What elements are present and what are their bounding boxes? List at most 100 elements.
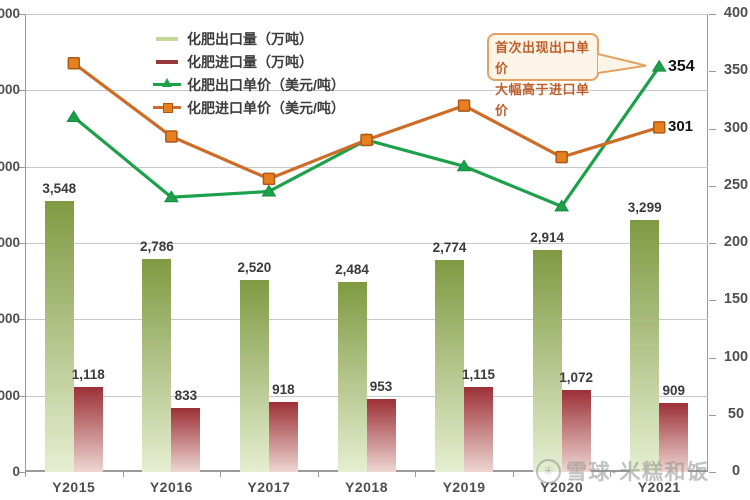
import-volume-bar[interactable] (73, 386, 103, 472)
left-axis-tick (18, 166, 25, 168)
left-axis-label: 1,000 (0, 387, 20, 403)
annotation-line-2: 大幅高于进口单价 (495, 82, 590, 118)
export-price-swatch-line (153, 78, 181, 87)
import-price-swatch-line (153, 102, 181, 113)
left-axis-label: 0 (12, 464, 20, 479)
export-volume-value-label: 2,774 (432, 240, 467, 256)
export-volume-value-label: 2,484 (335, 262, 369, 278)
left-axis-label: 4,000 (0, 158, 20, 174)
right-axis-label: 200 (723, 234, 749, 250)
right-axis-label: 100 (723, 348, 749, 365)
left-axis-tick (18, 395, 25, 397)
export-volume-value-label: 3,548 (42, 181, 77, 197)
import-volume-value-label: 909 (662, 382, 685, 398)
left-axis-label: 3,000 (0, 235, 20, 250)
legend-item-export-price[interactable]: 化肥出口单价（美元/吨） (152, 73, 345, 96)
left-axis-label: 6,000 (0, 6, 20, 21)
export-volume-value-label: 3,299 (627, 200, 662, 216)
chart-legend: 化肥出口量（万吨） 化肥进口量（万吨） 化肥出口单价（美元/吨） 化肥进口单价（美元/… (152, 27, 345, 119)
export-volume-bar[interactable] (44, 201, 74, 472)
legend-item-export-volume[interactable]: 化肥出口量（万吨） (152, 27, 345, 50)
import-volume-bar[interactable] (659, 402, 689, 472)
import-volume-bar[interactable] (561, 390, 591, 472)
right-axis-label: 50 (727, 405, 745, 422)
export-volume-swatch-line (156, 36, 178, 41)
x-axis-label-y2017: Y2017 (247, 479, 291, 495)
gridline[interactable] (26, 395, 708, 397)
x-axis-label-y2015: Y2015 (52, 479, 96, 495)
right-axis-tick (709, 357, 716, 359)
export-volume-legend-swatch (152, 36, 182, 41)
export-volume-bar[interactable] (630, 220, 660, 472)
right-axis-label: 0 (731, 463, 741, 479)
export-volume-legend-label: 化肥出口量（万吨） (187, 30, 313, 47)
x-axis-label-y2021: Y2021 (637, 479, 681, 495)
export-volume-value-label: 2,520 (237, 259, 272, 275)
x-axis-tick (512, 472, 514, 477)
right-axis-tick (709, 71, 716, 73)
x-axis-label-y2018: Y2018 (345, 479, 388, 495)
gridline[interactable] (26, 243, 708, 244)
export-volume-bar[interactable] (435, 260, 465, 472)
watermark-text: 雪球·米糕和饭 (566, 461, 710, 484)
import-volume-legend-label: 化肥进口量（万吨） (187, 53, 313, 70)
import-price-legend-swatch (152, 102, 182, 113)
import-volume-value-label: 833 (174, 388, 198, 404)
gridline[interactable] (26, 166, 708, 168)
right-axis-tick (709, 300, 716, 302)
right-axis-tick (709, 14, 716, 15)
legend-item-import-volume[interactable]: 化肥进口量（万吨） (152, 50, 345, 73)
import-volume-value-label: 918 (272, 381, 295, 397)
right-axis-tick (709, 185, 716, 187)
import-volume-value-label: 1,118 (71, 366, 105, 382)
x-axis-tick (122, 472, 124, 477)
right-axis-label: 350 (723, 62, 749, 79)
x-axis-tick (317, 472, 319, 477)
import-price-legend-label: 化肥进口单价（美元/吨） (187, 99, 345, 116)
triangle-marker-icon (162, 78, 172, 87)
import-volume-swatch-line (156, 59, 178, 64)
gridline[interactable] (26, 90, 708, 92)
watermark: ✳ 雪球·米糕和饭 (536, 456, 710, 486)
x-axis-tick (220, 472, 222, 477)
export-price-legend-label: 化肥出口单价（美元/吨） (187, 76, 345, 93)
legend-item-import-price[interactable]: 化肥进口单价（美元/吨） (152, 96, 345, 119)
export-volume-bar[interactable] (337, 282, 367, 472)
import-volume-bar[interactable] (464, 386, 494, 472)
snowball-icon: ✳ (536, 458, 561, 484)
right-axis-tick (709, 472, 716, 473)
right-axis-label: 400 (723, 5, 749, 21)
right-axis-label: 250 (723, 176, 749, 193)
left-axis-tick (18, 319, 25, 321)
import-volume-value-label: 1,072 (559, 370, 594, 386)
x-axis-label-y2016: Y2016 (149, 479, 193, 495)
right-axis-tick (709, 128, 716, 130)
left-axis-tick (18, 90, 25, 92)
import-volume-bar[interactable] (171, 408, 201, 472)
export-volume-bar[interactable] (532, 249, 562, 472)
import-volume-bar[interactable] (268, 401, 298, 472)
import-volume-value-label: 953 (369, 379, 393, 395)
export-volume-bar[interactable] (142, 259, 172, 472)
x-axis-label-y2019: Y2019 (442, 479, 486, 495)
left-axis-label: 5,000 (0, 82, 20, 98)
gridline[interactable] (26, 319, 708, 321)
right-axis-tick (709, 243, 716, 244)
x-axis-tick (415, 472, 417, 477)
right-axis-label: 300 (723, 119, 749, 136)
export-volume-value-label: 2,914 (530, 229, 565, 245)
annotation-callout: 首次出现出口单价 大幅高于进口单价 (487, 33, 599, 118)
export-price-legend-swatch (152, 78, 182, 87)
import-price-end-label: 301 (668, 118, 694, 136)
export-volume-value-label: 2,786 (139, 239, 174, 255)
square-marker-icon (163, 102, 173, 113)
x-axis-tick (25, 472, 26, 477)
left-axis-tick (18, 472, 25, 473)
left-axis-tick (18, 14, 25, 15)
export-volume-bar[interactable] (239, 279, 269, 472)
annotation-line-1: 首次出现出口单价 (495, 40, 590, 76)
import-volume-bar[interactable] (366, 399, 396, 472)
left-axis-label: 2,000 (0, 311, 20, 327)
x-axis-tick (610, 472, 612, 477)
